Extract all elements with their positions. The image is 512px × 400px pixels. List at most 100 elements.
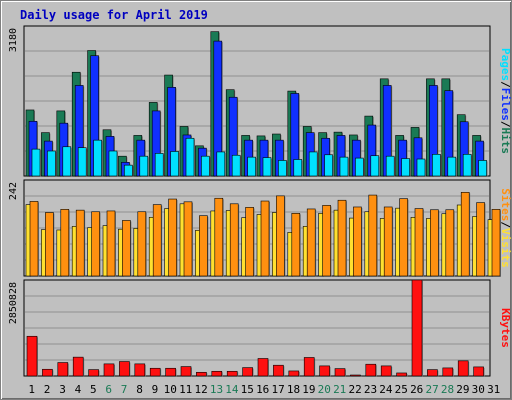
bar-sites-day-14 bbox=[229, 203, 240, 277]
bar-pages-day-9 bbox=[154, 153, 165, 177]
bar-kbytes-day-14 bbox=[226, 370, 239, 377]
bar-sites-day-18 bbox=[291, 213, 301, 277]
bar-kbytes-day-6 bbox=[103, 363, 115, 377]
bar-pages-day-6 bbox=[108, 150, 118, 177]
bar-kbytes-day-4 bbox=[72, 356, 85, 377]
bar-pages-day-15 bbox=[247, 156, 257, 177]
bar-kbytes-day-23 bbox=[365, 363, 377, 377]
bar-pages-day-17 bbox=[278, 160, 288, 177]
x-tick-label-day-10: 10 bbox=[164, 383, 177, 396]
bar-sites-day-26 bbox=[414, 208, 424, 277]
bar-pages-day-18 bbox=[293, 159, 303, 177]
bar-kbytes-day-25 bbox=[396, 372, 408, 377]
bar-kbytes-day-13 bbox=[211, 370, 223, 377]
bar-pages-day-20 bbox=[324, 154, 334, 177]
bar-sites-day-9 bbox=[152, 204, 163, 277]
y-max-label: 242 bbox=[8, 182, 19, 200]
bar-pages-day-19 bbox=[308, 151, 319, 177]
x-tick-label-day-8: 8 bbox=[136, 383, 143, 396]
x-tick-label-day-28: 28 bbox=[441, 383, 454, 396]
bar-pages-day-16 bbox=[262, 157, 272, 177]
bar-sites-day-27 bbox=[430, 209, 440, 277]
axis-legend-part: Visits bbox=[499, 228, 512, 268]
x-tick-label-day-16: 16 bbox=[256, 383, 269, 396]
bar-kbytes-day-15 bbox=[242, 367, 254, 377]
x-tick-label-day-12: 12 bbox=[194, 383, 207, 396]
bar-pages-day-7 bbox=[124, 164, 134, 177]
axis-legend-part: / bbox=[499, 121, 512, 128]
bar-sites-day-17 bbox=[276, 195, 286, 277]
bar-kbytes-day-1 bbox=[26, 335, 38, 377]
bar-sites-day-20 bbox=[322, 205, 332, 277]
bar-pages-day-22 bbox=[355, 157, 365, 177]
bar-sites-day-22 bbox=[353, 206, 363, 277]
bar-sites-day-12 bbox=[199, 215, 209, 277]
bar-sites-day-24 bbox=[383, 206, 394, 277]
y-max-label: 2850828 bbox=[8, 282, 19, 324]
bar-pages-day-28 bbox=[447, 156, 457, 177]
bar-sites-day-23 bbox=[368, 194, 378, 277]
bar-sites-day-29 bbox=[460, 191, 471, 277]
bar-kbytes-day-5 bbox=[88, 369, 100, 377]
bar-sites-day-10 bbox=[168, 198, 178, 277]
bar-sites-day-7 bbox=[122, 220, 132, 277]
bar-kbytes-day-18 bbox=[288, 370, 300, 377]
bar-kbytes-day-9 bbox=[149, 367, 162, 377]
bar-kbytes-day-10 bbox=[165, 367, 177, 377]
bar-pages-day-26 bbox=[416, 158, 426, 177]
x-tick-label-day-23: 23 bbox=[364, 383, 377, 396]
chart-title: Daily usage for April 2019 bbox=[20, 8, 208, 22]
bar-sites-day-30 bbox=[476, 202, 486, 277]
x-tick-label-day-18: 18 bbox=[287, 383, 300, 396]
bar-sites-day-5 bbox=[91, 211, 101, 277]
bar-kbytes-day-17 bbox=[273, 364, 285, 377]
bar-pages-day-2 bbox=[47, 150, 57, 177]
x-tick-label-day-11: 11 bbox=[179, 383, 192, 396]
x-tick-label-day-20: 20 bbox=[318, 383, 331, 396]
axis-legend-part: / bbox=[499, 81, 512, 88]
x-tick-label-day-13: 13 bbox=[210, 383, 223, 396]
bar-kbytes-day-12 bbox=[196, 371, 208, 377]
x-tick-label-day-1: 1 bbox=[28, 383, 35, 396]
x-tick-label-day-14: 14 bbox=[225, 383, 239, 396]
bar-sites-day-4 bbox=[75, 209, 86, 277]
x-tick-label-day-4: 4 bbox=[75, 383, 82, 396]
bar-pages-day-4 bbox=[77, 147, 88, 177]
bar-sites-day-13 bbox=[214, 197, 224, 277]
bar-pages-day-5 bbox=[93, 139, 103, 177]
bar-pages-day-3 bbox=[62, 146, 72, 177]
x-tick-label-day-2: 2 bbox=[44, 383, 51, 396]
axis-legend-part: Files bbox=[499, 88, 512, 121]
bar-sites-day-16 bbox=[260, 200, 270, 277]
bar-pages-day-12 bbox=[201, 155, 211, 177]
x-tick-label-day-31: 31 bbox=[487, 383, 500, 396]
bar-sites-day-1 bbox=[29, 201, 39, 277]
x-tick-label-day-29: 29 bbox=[456, 383, 469, 396]
x-tick-label-day-22: 22 bbox=[348, 383, 361, 396]
y-max-label: 3180 bbox=[8, 28, 19, 52]
bar-sites-day-3 bbox=[60, 209, 70, 277]
bar-kbytes-day-24 bbox=[380, 365, 393, 377]
bar-kbytes-day-16 bbox=[257, 358, 269, 377]
bar-sites-day-11 bbox=[183, 201, 193, 277]
bar-pages-day-21 bbox=[339, 156, 349, 177]
bar-pages-day-25 bbox=[401, 158, 411, 177]
bar-sites-day-25 bbox=[399, 198, 409, 277]
bar-pages-day-23 bbox=[370, 155, 380, 177]
x-tick-label-day-30: 30 bbox=[472, 383, 485, 396]
bar-pages-day-1 bbox=[31, 148, 41, 177]
bar-sites-day-21 bbox=[337, 199, 347, 277]
axis-legend-part: Sites bbox=[499, 188, 512, 221]
bar-kbytes-day-21 bbox=[334, 368, 346, 377]
bar-kbytes-day-30 bbox=[473, 366, 485, 377]
x-tick-label-day-25: 25 bbox=[395, 383, 408, 396]
x-tick-label-day-5: 5 bbox=[90, 383, 97, 396]
bar-kbytes-day-27 bbox=[427, 369, 439, 377]
bar-pages-day-30 bbox=[478, 160, 488, 177]
bar-sites-day-15 bbox=[245, 207, 255, 277]
axis-legend-part: Pages bbox=[499, 48, 512, 81]
bar-sites-day-6 bbox=[106, 210, 116, 277]
axis-legend-3: KBytes bbox=[499, 308, 512, 348]
bar-kbytes-day-2 bbox=[42, 368, 54, 377]
